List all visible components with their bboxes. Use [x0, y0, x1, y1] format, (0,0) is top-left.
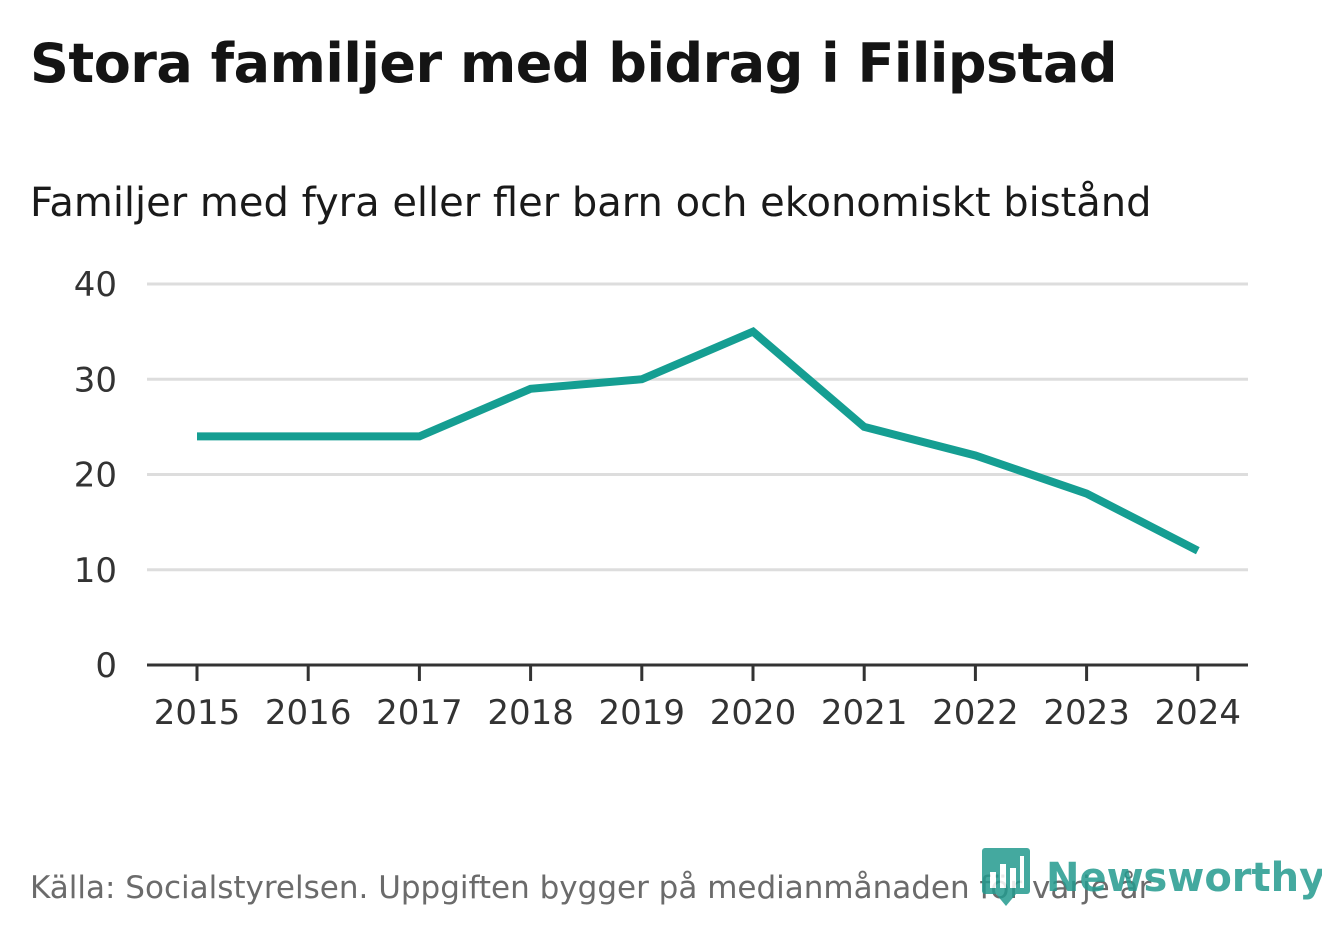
chart-subtitle: Familjer med fyra eller fler barn och ek…	[30, 180, 1152, 226]
gridlines	[147, 282, 1248, 572]
x-tick-label: 2023	[1043, 693, 1130, 733]
x-tick-label: 2022	[932, 693, 1019, 733]
y-tick-label: 40	[74, 265, 117, 305]
x-tick-label: 2024	[1155, 693, 1242, 733]
data-point-2017	[415, 432, 423, 440]
x-tick-label: 2019	[599, 693, 686, 733]
logo-text: Newsworthy	[1046, 855, 1322, 901]
x-axis: 2015 2016 2017 2018 2019 2020 2021 2022 2023 2024	[147, 663, 1248, 733]
data-point-2024	[1194, 547, 1202, 555]
data-point-2015	[193, 432, 201, 440]
data-point-2018	[527, 385, 535, 393]
x-tick-label: 2017	[376, 693, 463, 733]
y-tick-label: 0	[95, 646, 117, 686]
newsworthy-logo-icon	[982, 848, 1030, 906]
x-tick-label: 2015	[154, 693, 241, 733]
x-tick-label: 2020	[710, 693, 797, 733]
data-point-2016	[304, 432, 312, 440]
series-line-0	[197, 326, 1200, 555]
x-tick-label: 2018	[487, 693, 574, 733]
data-point-2019	[638, 375, 646, 383]
data-point-2022	[971, 451, 979, 459]
x-tick-label: 2021	[821, 693, 908, 733]
chart-title: Stora familjer med bidrag i Filipstad	[30, 32, 1118, 95]
y-tick-label: 30	[74, 360, 117, 400]
series	[193, 326, 1202, 555]
source-note: Källa: Socialstyrelsen. Uppgiften bygger…	[30, 870, 1152, 906]
y-tick-label: 20	[74, 456, 117, 496]
x-tick-label: 2016	[265, 693, 352, 733]
data-point-2020	[749, 328, 757, 336]
newsworthy-logo: Newsworthy	[982, 848, 1322, 908]
y-axis: 0 10 20 30 40	[74, 265, 117, 686]
data-point-2021	[860, 423, 868, 431]
data-point-2023	[1083, 490, 1091, 498]
y-tick-label: 10	[74, 551, 117, 591]
